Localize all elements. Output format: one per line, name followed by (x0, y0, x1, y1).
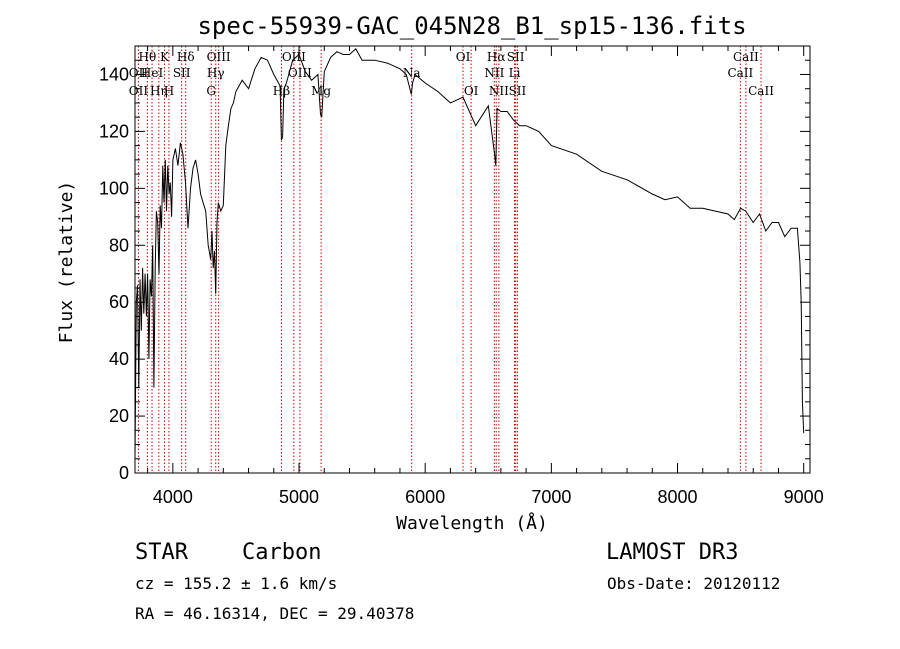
y-tick-label: 0 (119, 463, 129, 483)
spectral-line-label: CaII (748, 84, 774, 98)
spectral-line-label: CaII (727, 66, 753, 80)
x-tick-label: 9000 (784, 487, 824, 507)
spectral-line-label: OI (456, 50, 471, 64)
x-tick-label: 7000 (531, 487, 571, 507)
spectral-line-label: Hγ (207, 66, 225, 80)
y-tick-label: 80 (109, 235, 129, 255)
redshift-value: cz = 155.2 ± 1.6 km/s (135, 574, 337, 593)
spectral-line-label: NII (489, 84, 509, 98)
spectral-line-label: Mg (311, 84, 331, 98)
x-tick-label: 5000 (279, 487, 319, 507)
axis-ticks: 4000 5000 6000 7000 8000 9000 0 20 40 60 80 100 120 1… (99, 46, 824, 507)
spectral-line-label: G (206, 84, 216, 98)
spectral-line-label: OII (129, 66, 149, 80)
spectral-line-label: SII (173, 66, 191, 80)
survey-name: LAMOST DR3 (606, 540, 738, 565)
spectral-line-label: OIII (288, 66, 312, 80)
spectral-line-markers (137, 46, 762, 473)
y-axis-label: Flux (relative) (56, 181, 77, 344)
spectral-line-label: Hθ (139, 50, 157, 64)
object-class: STAR (135, 540, 189, 565)
plot-frame (134, 45, 811, 474)
observation-date: Obs-Date: 20120112 (607, 574, 780, 593)
x-tick-label: 8000 (657, 487, 697, 507)
x-axis-label: Wavelength (Å) (396, 512, 548, 534)
y-tick-label: 40 (109, 349, 129, 369)
spectral-line-label: Hβ (273, 84, 290, 98)
spectral-line-label: Li (509, 66, 521, 80)
spectral-line-label: Na (403, 66, 421, 80)
spectral-line-label: NII (484, 66, 504, 80)
y-tick-label: 140 (99, 64, 129, 84)
spectral-line-label: OI (464, 84, 479, 98)
y-tick-label: 100 (99, 178, 129, 198)
spectral-line-label: CaII (733, 50, 759, 64)
spectral-line-label: SII (509, 84, 527, 98)
y-tick-label: 20 (109, 406, 129, 426)
spectral-line-label: Hδ (177, 50, 195, 64)
x-tick-label: 6000 (405, 487, 445, 507)
spectral-line-label: Hα (487, 50, 506, 64)
coordinates: RA = 46.16314, DEC = 29.40378 (135, 604, 414, 623)
spectral-line-label: H (164, 84, 174, 98)
object-subclass: Carbon (242, 540, 321, 565)
y-tick-label: 120 (99, 121, 129, 141)
spectral-line-label: Hη (150, 84, 168, 98)
chart-title: spec-55939-GAC_045N28_B1_sp15-136.fits (197, 12, 746, 40)
x-tick-label: 4000 (153, 487, 193, 507)
spectral-line-label: SII (507, 50, 525, 64)
spectral-line-label: HeI (141, 66, 164, 80)
spectral-line-label: OIII (282, 50, 306, 64)
y-tick-label: 60 (109, 292, 129, 312)
spectral-line-label: K (160, 50, 170, 64)
spectrum-series-line (134, 48, 805, 459)
spectral-line-label: OII (129, 84, 149, 98)
spectral-line-label: OIII (207, 50, 231, 64)
